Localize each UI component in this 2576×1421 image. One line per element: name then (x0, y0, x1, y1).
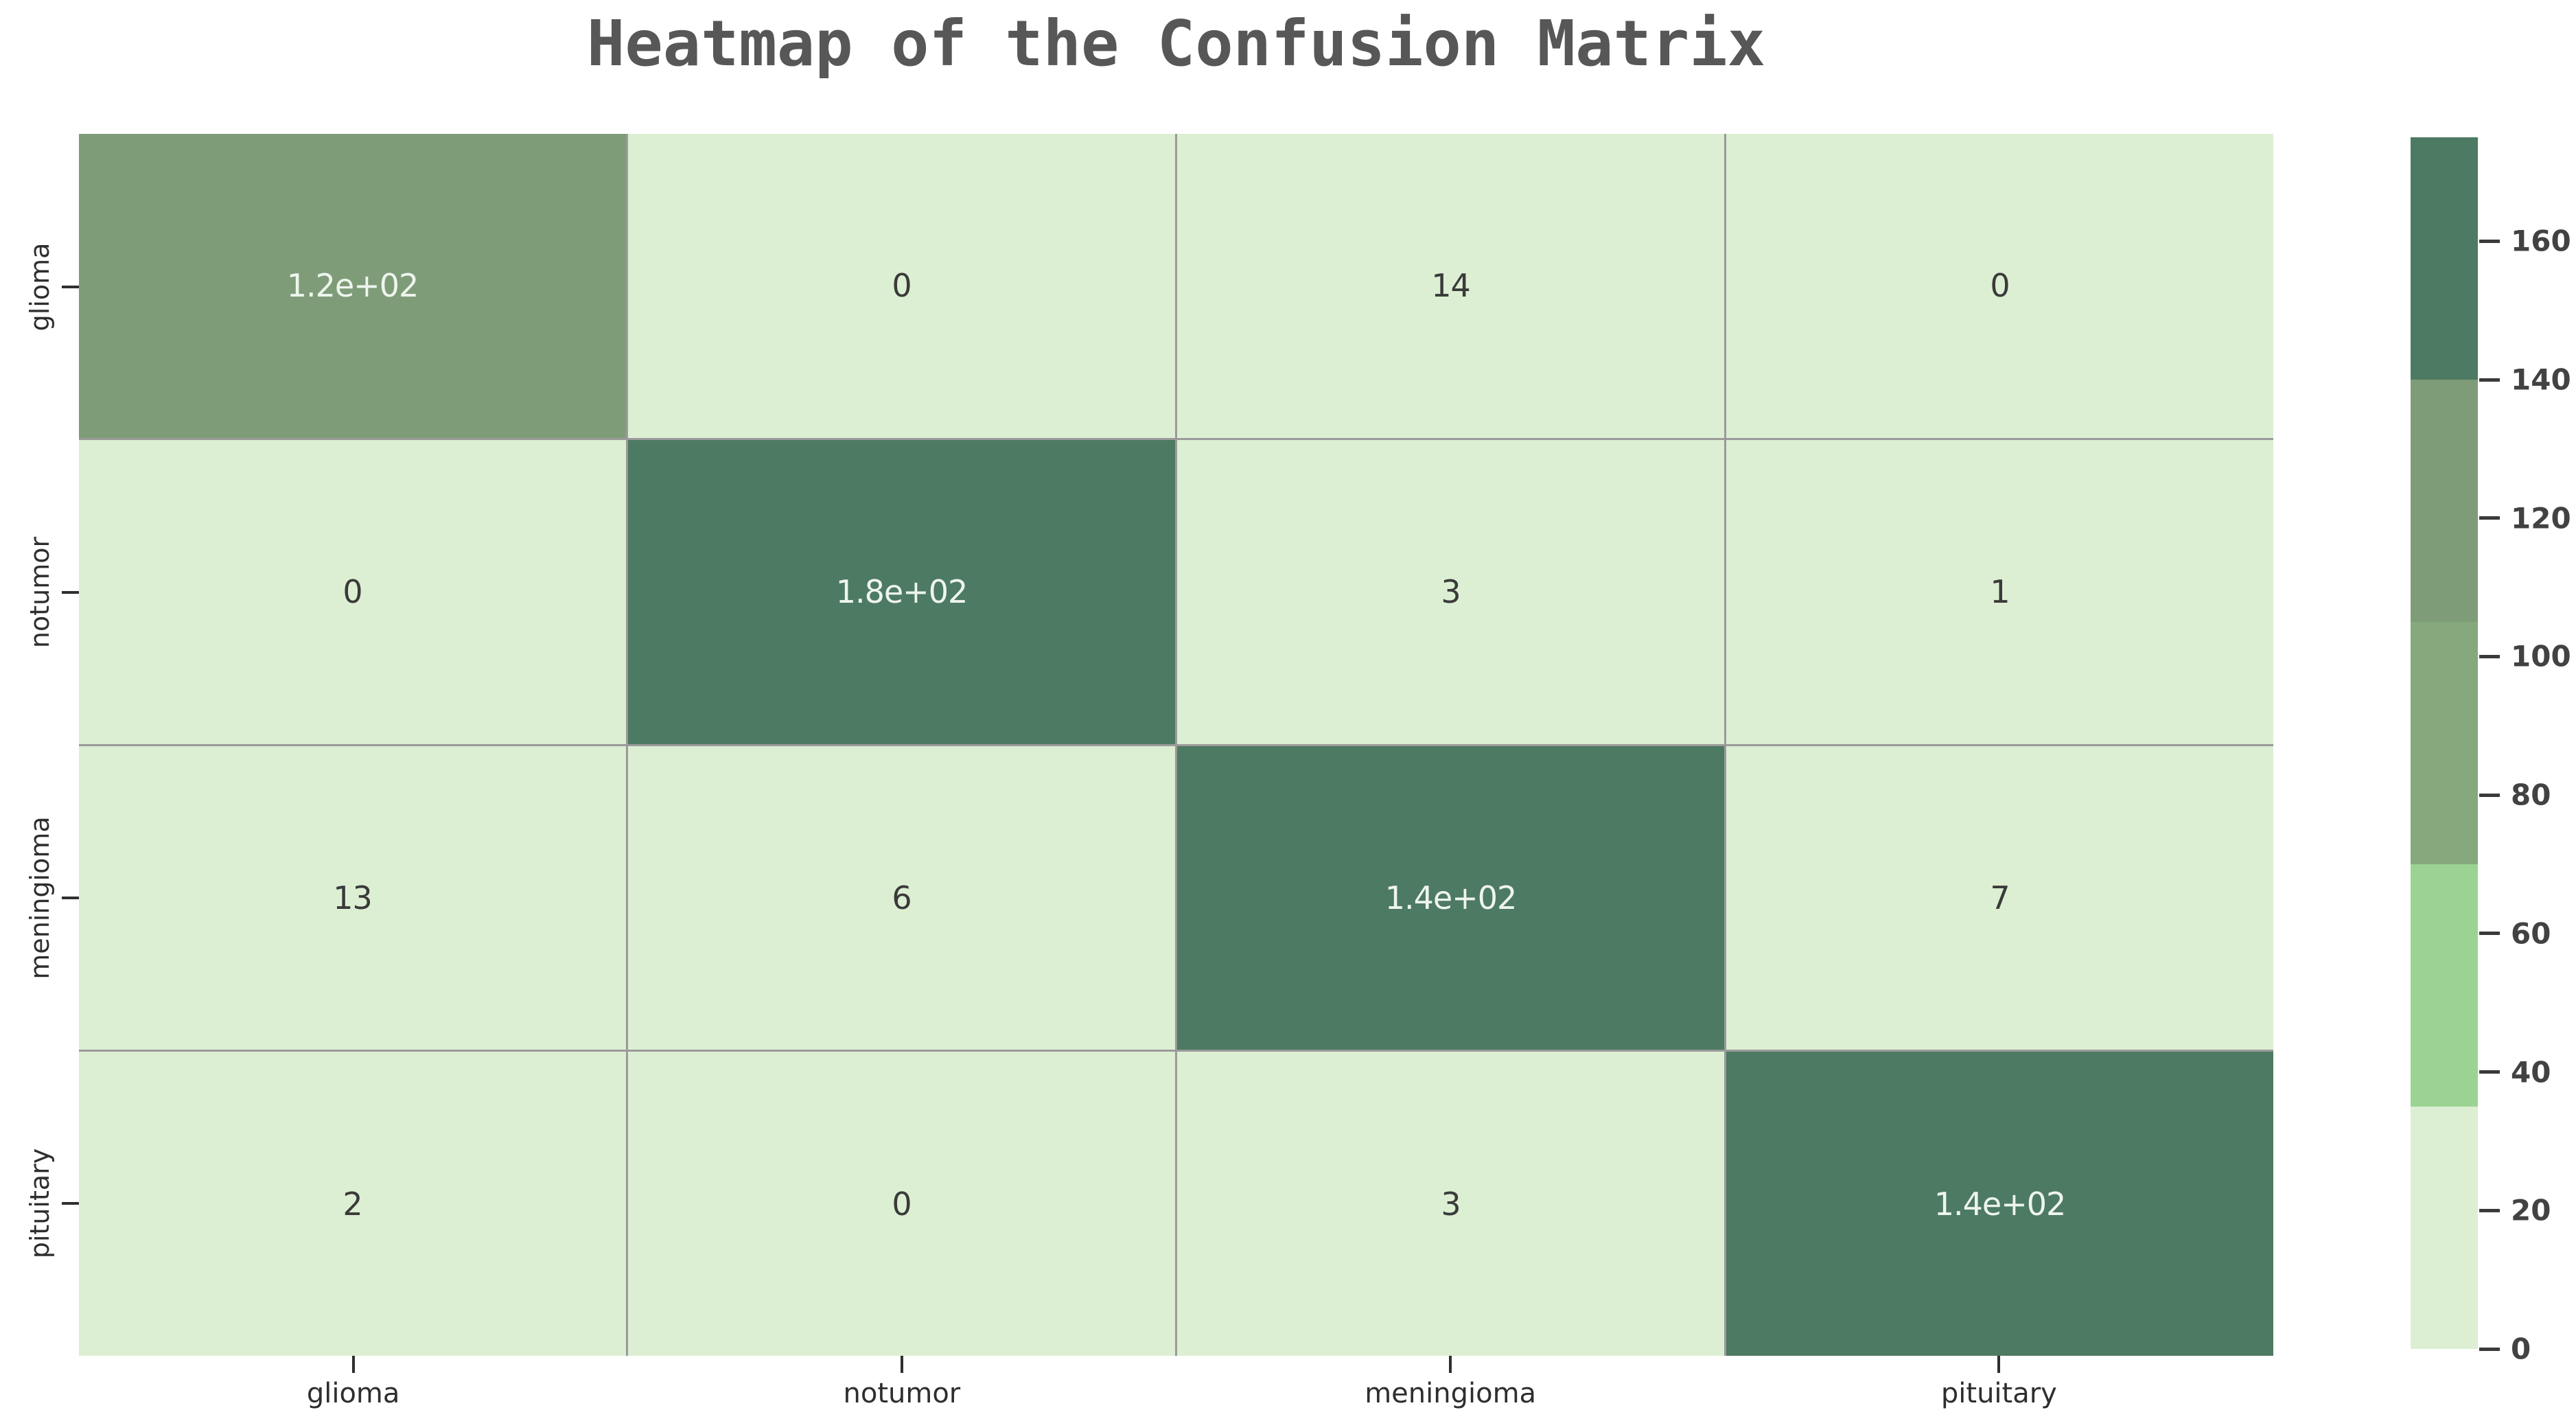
colorbar-tick (2479, 654, 2500, 658)
cell-value-label: 14 (1431, 267, 1471, 305)
cell-value-label: 0 (892, 267, 912, 305)
x-axis-tick (1997, 1356, 2001, 1373)
colorbar-tick-label: 40 (2511, 1055, 2551, 1089)
colorbar (2411, 137, 2478, 1349)
heatmap-cell-notumor-pituitary: 1 (1726, 439, 2273, 744)
colorbar-segment (2411, 380, 2478, 622)
colorbar-tick-label: 140 (2511, 362, 2571, 397)
heatmap-cell-notumor-notumor: 1.8e+02 (628, 439, 1175, 744)
cell-value-label: 1.4e+02 (1934, 1185, 2067, 1223)
colorbar-tick-label: 60 (2511, 916, 2551, 951)
x-axis-tick (1449, 1356, 1452, 1373)
cell-value-label: 1.2e+02 (286, 267, 419, 305)
colorbar-tick (2479, 239, 2500, 243)
heatmap-cell-glioma-glioma: 1.2e+02 (79, 134, 626, 438)
heatmap-cell-pituitary-glioma: 2 (79, 1052, 626, 1356)
cell-value-label: 0 (892, 1185, 912, 1223)
y-axis-label-meningioma: meningioma (25, 816, 55, 980)
heatmap-cell-pituitary-notumor: 0 (628, 1052, 1175, 1356)
x-axis-label-notumor: notumor (843, 1378, 961, 1409)
cell-value-label: 3 (1441, 573, 1461, 611)
cell-value-label: 2 (343, 1185, 362, 1223)
colorbar-segment (2411, 137, 2478, 380)
x-axis-label-meningioma: meningioma (1365, 1378, 1537, 1409)
heatmap-cell-meningioma-pituitary: 7 (1726, 746, 2273, 1050)
chart-title: Heatmap of the Confusion Matrix (586, 7, 1766, 80)
y-axis-tick (62, 1201, 79, 1205)
colorbar-tick (2479, 1347, 2500, 1351)
y-axis-label-notumor: notumor (25, 536, 55, 648)
y-axis-tick (62, 285, 79, 288)
x-axis-tick (351, 1356, 355, 1373)
x-axis-tick (900, 1356, 903, 1373)
colorbar-tick-label: 160 (2511, 224, 2571, 258)
cell-value-label: 3 (1441, 1185, 1461, 1223)
cell-value-label: 1.4e+02 (1384, 879, 1518, 916)
cell-value-label: 13 (333, 879, 373, 916)
cell-value-label: 0 (1990, 267, 2010, 305)
heatmap-cell-meningioma-glioma: 13 (79, 746, 626, 1050)
colorbar-tick-label: 0 (2511, 1332, 2531, 1366)
colorbar-tick (2479, 1208, 2500, 1212)
heatmap-cell-notumor-glioma: 0 (79, 439, 626, 744)
y-axis-label-pituitary: pituitary (25, 1148, 55, 1258)
x-axis-label-glioma: glioma (306, 1378, 400, 1409)
heatmap-cell-notumor-meningioma: 3 (1177, 439, 1724, 744)
x-axis-label-pituitary: pituitary (1940, 1378, 2057, 1409)
y-axis-tick (62, 896, 79, 899)
heatmap-cell-meningioma-meningioma: 1.4e+02 (1177, 746, 1724, 1050)
heatmap-cell-glioma-pituitary: 0 (1726, 134, 2273, 438)
y-axis-label-glioma: glioma (25, 242, 55, 331)
cell-value-label: 6 (892, 879, 912, 916)
colorbar-tick-label: 80 (2511, 778, 2551, 812)
cell-value-label: 1.8e+02 (835, 573, 968, 611)
colorbar-tick (2479, 1070, 2500, 1074)
heatmap-cell-glioma-notumor: 0 (628, 134, 1175, 438)
cell-value-label: 7 (1990, 879, 2010, 916)
colorbar-segment (2411, 1107, 2478, 1349)
colorbar-tick (2479, 516, 2500, 520)
heatmap-cell-pituitary-pituitary: 1.4e+02 (1726, 1052, 2273, 1356)
heatmap-cell-pituitary-meningioma: 3 (1177, 1052, 1724, 1356)
colorbar-tick (2479, 378, 2500, 382)
cell-value-label: 1 (1990, 573, 2010, 611)
heatmap-cell-glioma-meningioma: 14 (1177, 134, 1724, 438)
heatmap-cell-meningioma-notumor: 6 (628, 746, 1175, 1050)
colorbar-tick-label: 100 (2511, 639, 2571, 673)
colorbar-tick (2479, 793, 2500, 797)
colorbar-tick (2479, 932, 2500, 936)
y-axis-tick (62, 590, 79, 594)
cell-value-label: 0 (343, 573, 362, 611)
heatmap-grid: 1.2e+02 0 14 0 0 1.8e+02 3 1 13 6 1.4e+02 7 2 0 3 1.4e+… (79, 134, 2273, 1356)
colorbar-tick-label: 20 (2511, 1193, 2551, 1227)
colorbar-segment (2411, 622, 2478, 864)
colorbar-segment (2411, 864, 2478, 1107)
colorbar-tick-label: 120 (2511, 501, 2571, 535)
